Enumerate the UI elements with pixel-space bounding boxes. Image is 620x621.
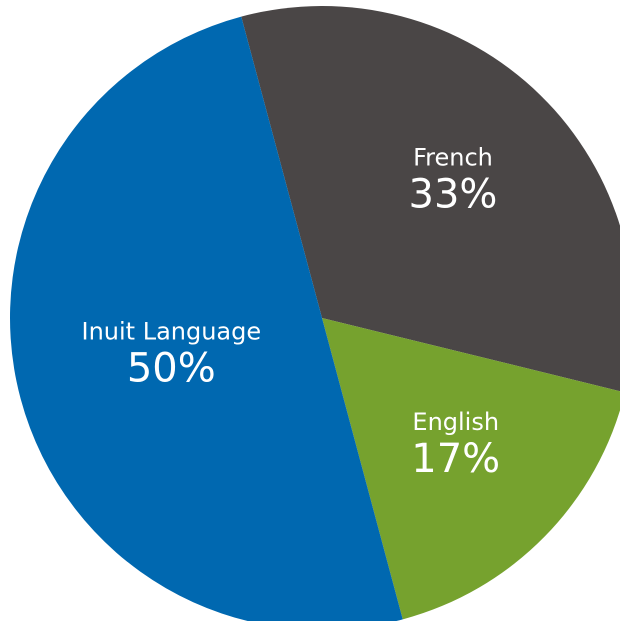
slice-value: 50%: [127, 345, 216, 391]
pie-slice: [241, 6, 620, 392]
slice-value: 17%: [411, 436, 500, 482]
pie-slice: [10, 16, 403, 621]
slice-value: 33%: [409, 171, 498, 217]
slice-name: French: [413, 143, 493, 171]
slice-name: Inuit Language: [81, 317, 261, 345]
pie-slice: [322, 318, 620, 620]
slice-name: English: [412, 408, 499, 436]
